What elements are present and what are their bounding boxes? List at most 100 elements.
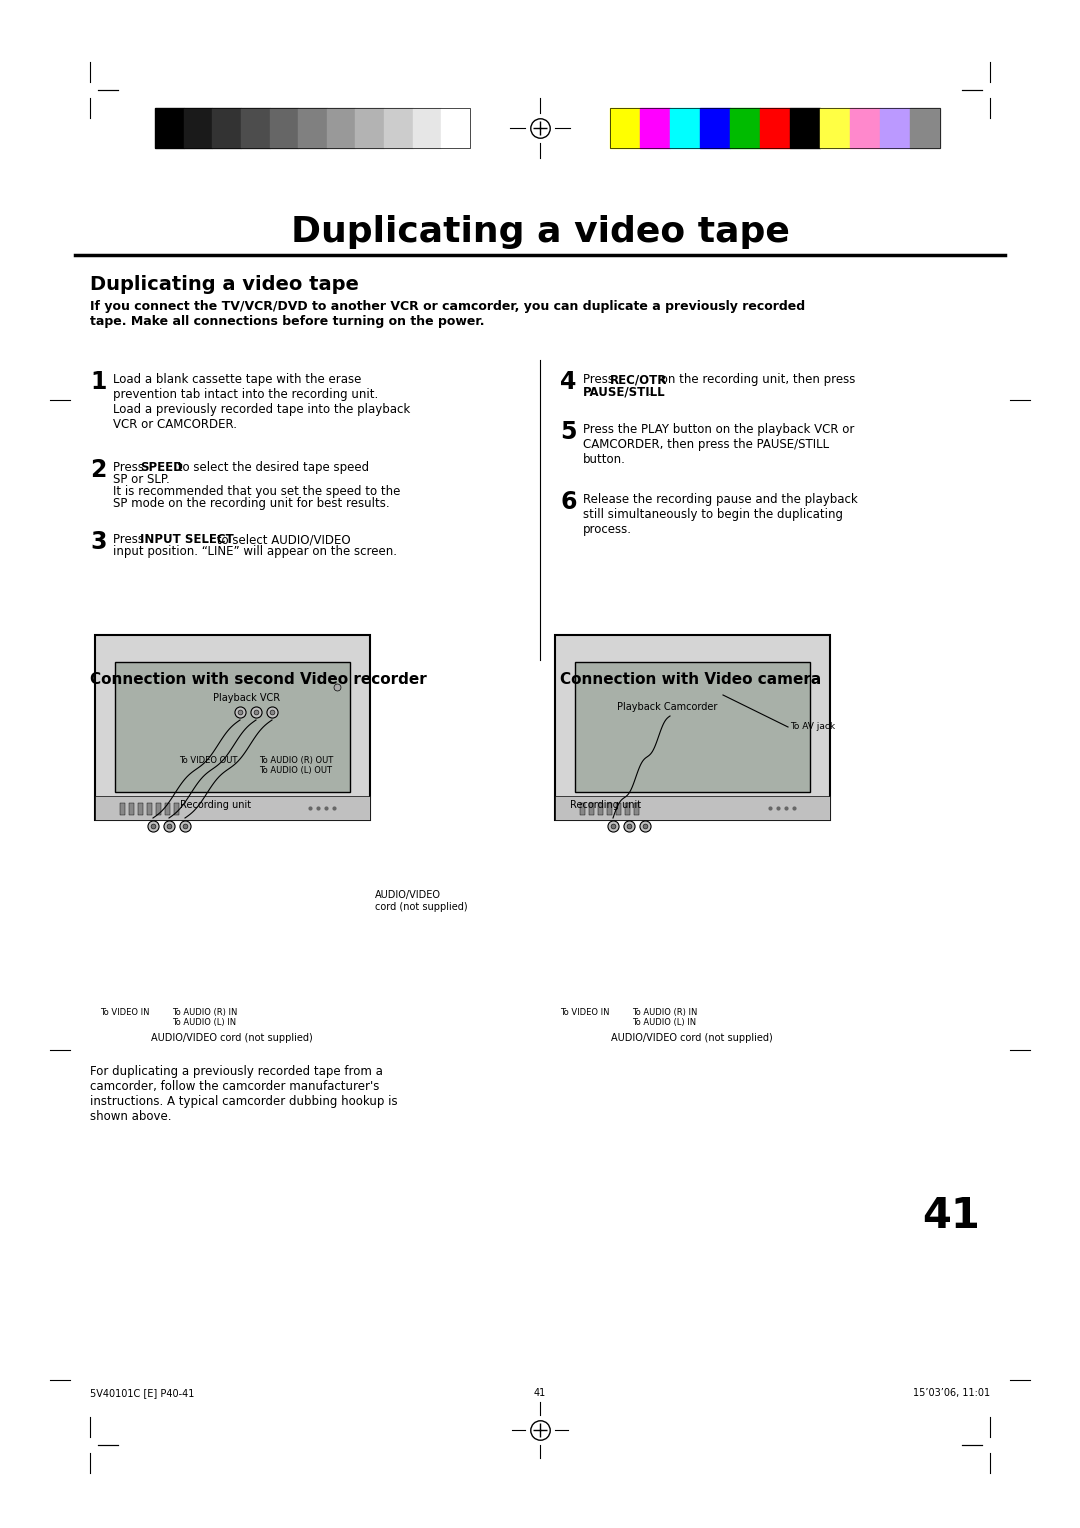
Bar xyxy=(589,804,594,814)
Bar xyxy=(555,636,831,821)
Text: PAUSE/STILL: PAUSE/STILL xyxy=(583,385,665,397)
Text: Recording unit: Recording unit xyxy=(570,801,642,810)
Bar xyxy=(156,108,470,148)
Text: 6: 6 xyxy=(561,490,577,513)
Bar xyxy=(575,662,810,792)
Text: AUDIO/VIDEO cord (not supplied): AUDIO/VIDEO cord (not supplied) xyxy=(151,1033,313,1044)
Bar xyxy=(156,108,184,148)
Bar xyxy=(270,108,298,148)
Bar xyxy=(329,685,338,694)
Text: Release the recording pause and the playback
still simultaneously to begin the d: Release the recording pause and the play… xyxy=(583,494,858,536)
Bar xyxy=(620,672,715,715)
Text: Press: Press xyxy=(113,461,148,474)
Text: To AUDIO (L) IN: To AUDIO (L) IN xyxy=(172,1018,237,1027)
Bar xyxy=(670,108,700,148)
Bar xyxy=(625,804,630,814)
Bar xyxy=(820,108,850,148)
Bar xyxy=(640,108,670,148)
Text: 2: 2 xyxy=(90,458,106,481)
Text: Connection with Video camera: Connection with Video camera xyxy=(561,672,821,688)
Bar xyxy=(413,108,442,148)
Text: To AUDIO (L) OUT: To AUDIO (L) OUT xyxy=(259,766,332,775)
Bar xyxy=(298,108,327,148)
Text: SP or SLP.: SP or SLP. xyxy=(113,474,170,486)
Bar xyxy=(129,804,134,814)
Text: 41: 41 xyxy=(922,1195,980,1238)
Circle shape xyxy=(638,691,646,698)
Bar xyxy=(174,804,179,814)
Text: To AV jack: To AV jack xyxy=(789,723,835,730)
Text: SP mode on the recording unit for best results.: SP mode on the recording unit for best r… xyxy=(113,497,390,510)
Bar xyxy=(715,691,723,700)
Text: input position. “LINE” will appear on the screen.: input position. “LINE” will appear on th… xyxy=(113,545,397,558)
Text: to select the desired tape speed: to select the desired tape speed xyxy=(174,461,369,474)
Text: Playback Camcorder: Playback Camcorder xyxy=(617,701,717,712)
Bar xyxy=(598,804,603,814)
Bar xyxy=(213,108,241,148)
Text: 41: 41 xyxy=(534,1387,546,1398)
Text: It is recommended that you set the speed to the: It is recommended that you set the speed… xyxy=(113,484,401,498)
Text: To AUDIO (L) IN: To AUDIO (L) IN xyxy=(632,1018,697,1027)
Bar xyxy=(880,108,910,148)
Bar xyxy=(147,804,152,814)
Bar xyxy=(303,685,312,694)
Text: Load a blank cassette tape with the erase
prevention tab intact into the recordi: Load a blank cassette tape with the eras… xyxy=(113,373,410,431)
Bar xyxy=(700,108,730,148)
Bar xyxy=(162,686,237,694)
Text: Press the PLAY button on the playback VCR or
CAMCORDER, then press the PAUSE/STI: Press the PLAY button on the playback VC… xyxy=(583,423,854,466)
Bar xyxy=(327,108,355,148)
Bar xyxy=(184,108,213,148)
Bar xyxy=(555,796,831,821)
Bar xyxy=(138,804,143,814)
Bar xyxy=(95,796,370,821)
Circle shape xyxy=(629,681,654,707)
Bar xyxy=(616,804,621,814)
Text: 5V40101C [E] P40-41: 5V40101C [E] P40-41 xyxy=(90,1387,194,1398)
Text: Press: Press xyxy=(583,373,618,387)
Text: To AUDIO (R) IN: To AUDIO (R) IN xyxy=(172,1008,238,1018)
Text: .: . xyxy=(648,385,651,397)
Text: AUDIO/VIDEO
cord (not supplied): AUDIO/VIDEO cord (not supplied) xyxy=(375,889,468,912)
Bar xyxy=(634,804,639,814)
Bar xyxy=(910,108,940,148)
Text: To VIDEO OUT: To VIDEO OUT xyxy=(178,756,237,766)
Text: To VIDEO IN: To VIDEO IN xyxy=(100,1008,150,1018)
Text: Connection with second Video recorder: Connection with second Video recorder xyxy=(90,672,427,688)
Bar xyxy=(95,636,370,821)
Text: 3: 3 xyxy=(90,530,107,555)
Bar xyxy=(850,108,880,148)
Bar xyxy=(730,108,760,148)
Text: 1: 1 xyxy=(90,370,106,394)
Text: Duplicating a video tape: Duplicating a video tape xyxy=(90,275,359,293)
Bar xyxy=(610,108,640,148)
Bar xyxy=(580,804,585,814)
Text: SPEED: SPEED xyxy=(140,461,183,474)
Text: AUDIO/VIDEO cord (not supplied): AUDIO/VIDEO cord (not supplied) xyxy=(611,1033,773,1044)
Text: 15’03’06, 11:01: 15’03’06, 11:01 xyxy=(913,1387,990,1398)
Bar xyxy=(114,662,350,792)
Bar xyxy=(607,804,612,814)
Text: 5: 5 xyxy=(561,420,577,445)
Text: To VIDEO IN: To VIDEO IN xyxy=(561,1008,610,1018)
Bar xyxy=(165,804,170,814)
Bar xyxy=(241,108,270,148)
Bar xyxy=(355,108,384,148)
Text: to select AUDIO/VIDEO: to select AUDIO/VIDEO xyxy=(213,533,351,545)
Bar xyxy=(120,804,125,814)
Bar xyxy=(156,804,161,814)
Text: To AUDIO (R) OUT: To AUDIO (R) OUT xyxy=(259,756,334,766)
Circle shape xyxy=(634,686,650,701)
Bar xyxy=(760,108,789,148)
Bar xyxy=(150,668,345,706)
Text: For duplicating a previously recorded tape from a
camcorder, follow the camcorde: For duplicating a previously recorded ta… xyxy=(90,1065,397,1123)
Bar xyxy=(384,108,413,148)
Bar xyxy=(685,694,713,711)
Text: Recording unit: Recording unit xyxy=(180,801,252,810)
Text: Playback VCR: Playback VCR xyxy=(214,694,281,703)
Text: REC/OTR: REC/OTR xyxy=(610,373,667,387)
Bar xyxy=(442,108,470,148)
Text: INPUT SELECT: INPUT SELECT xyxy=(140,533,233,545)
Text: Press: Press xyxy=(113,533,148,545)
Text: Duplicating a video tape: Duplicating a video tape xyxy=(291,215,789,249)
Bar xyxy=(316,685,325,694)
